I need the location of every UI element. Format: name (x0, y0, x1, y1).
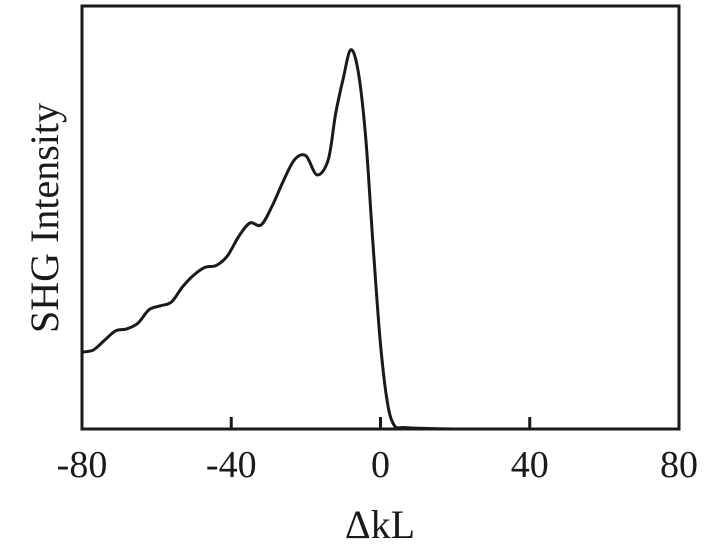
x-tick-labels: -80 -40 0 40 80 (57, 444, 698, 486)
x-ticks (80, 417, 681, 429)
x-axis-title: ΔkL (345, 502, 415, 547)
x-tick-label: 80 (660, 444, 698, 486)
y-axis-title: SHG Intensity (22, 103, 67, 333)
x-tick-label: -40 (206, 444, 257, 486)
x-tick-label: 40 (511, 444, 549, 486)
series-line (80, 48, 681, 431)
x-tick-label: 0 (371, 444, 390, 486)
x-tick-label: -80 (57, 444, 108, 486)
plot-frame (80, 4, 681, 431)
